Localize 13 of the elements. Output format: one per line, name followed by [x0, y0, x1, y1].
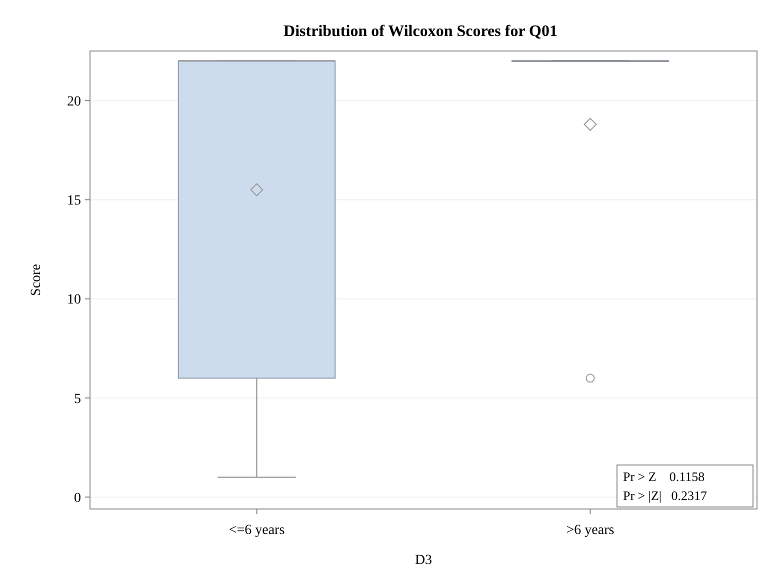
x-tick-label: <=6 years — [228, 523, 285, 538]
x-axis-title: D3 — [414, 553, 432, 568]
y-tick-label: 15 — [67, 194, 81, 209]
stats-table: Pr > Z 0.1158 Pr > |Z| 0.2317 — [616, 464, 754, 508]
annotation: Pr > Z 0.1158 — [623, 469, 705, 484]
x-tick-label: >6 years — [566, 523, 614, 538]
y-tick-label: 0 — [74, 491, 81, 506]
y-axis-title: Score — [29, 264, 44, 296]
y-tick-label: 5 — [74, 392, 81, 407]
y-tick-label: 10 — [67, 292, 81, 308]
chart-title: Distribution of Wilcoxon Scores for Q01 — [284, 23, 558, 40]
y-tick-label: 20 — [67, 94, 81, 110]
annotation: Pr > |Z| 0.2317 — [623, 488, 708, 503]
